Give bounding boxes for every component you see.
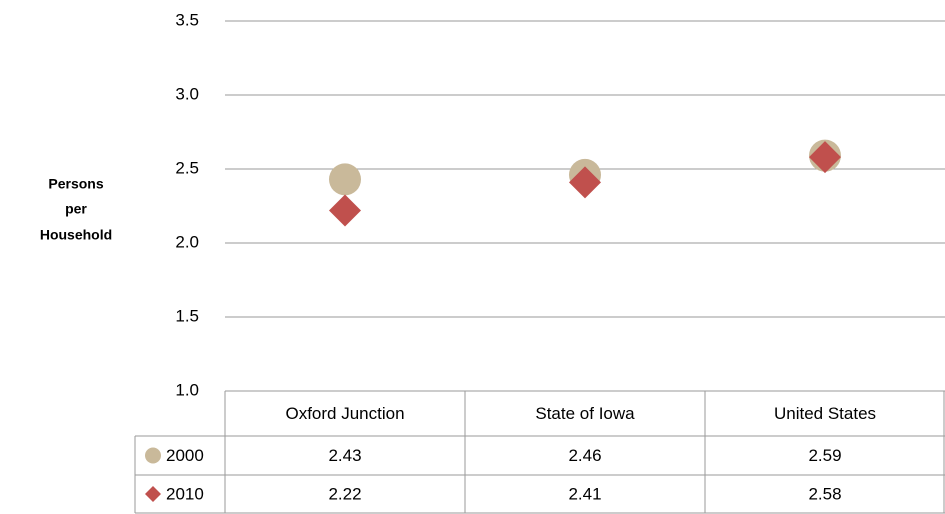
legend-marker: [145, 486, 161, 502]
y-axis-label: Persons: [48, 176, 103, 192]
marker: [809, 141, 841, 174]
y-tick-label: 2.5: [175, 158, 199, 177]
y-tick-label: 1.0: [175, 380, 199, 399]
x-tick-label: Oxford Junction: [285, 404, 404, 423]
table-value: 2.58: [808, 484, 841, 503]
table-value: 2.59: [808, 446, 841, 465]
y-tick-label: 2.0: [175, 232, 199, 251]
y-tick-label: 3.5: [175, 10, 199, 29]
marker: [569, 166, 601, 199]
x-tick-label: State of Iowa: [535, 404, 635, 423]
legend-marker: [145, 447, 161, 464]
y-axis-label: Household: [40, 227, 112, 243]
y-axis-label: per: [65, 201, 87, 217]
table-value: 2.46: [568, 446, 601, 465]
legend-label: 2000: [166, 446, 204, 465]
y-tick-label: 1.5: [175, 306, 199, 325]
y-tick-label: 3.0: [175, 84, 199, 103]
table-value: 2.41: [568, 484, 601, 503]
marker: [329, 163, 361, 196]
table-value: 2.43: [328, 446, 361, 465]
table-value: 2.22: [328, 484, 361, 503]
legend-label: 2010: [166, 484, 204, 503]
x-tick-label: United States: [774, 404, 876, 423]
marker: [329, 194, 361, 227]
